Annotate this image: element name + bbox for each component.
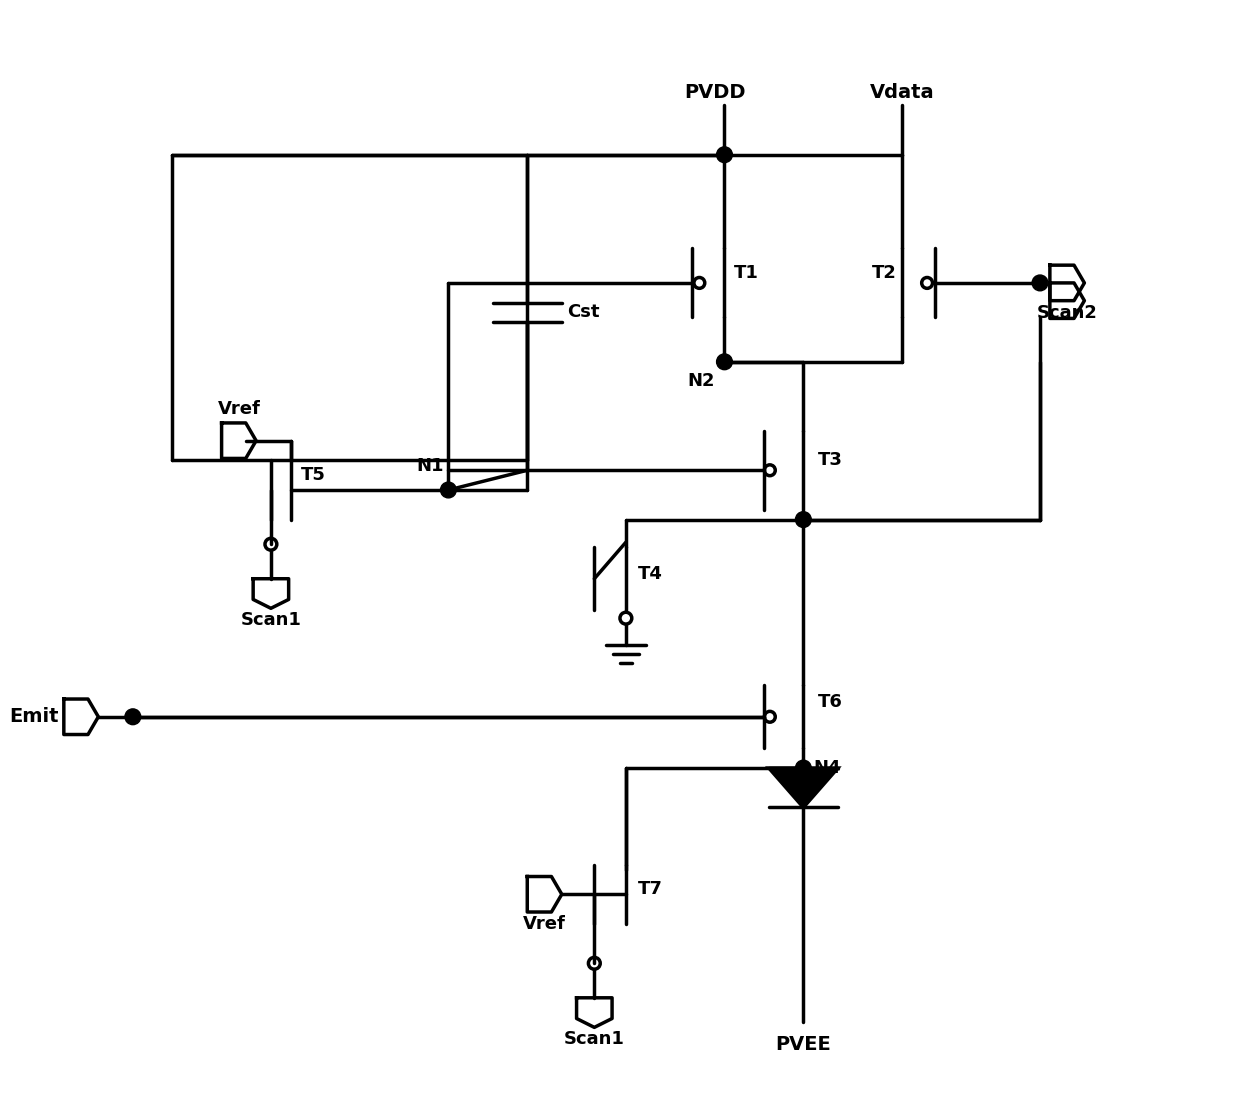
Circle shape <box>620 612 632 624</box>
Text: Scan1: Scan1 <box>241 611 301 629</box>
Text: Scan1: Scan1 <box>564 1031 625 1049</box>
Circle shape <box>265 538 277 551</box>
Circle shape <box>589 958 600 969</box>
Circle shape <box>125 708 141 725</box>
Text: PVEE: PVEE <box>775 1035 831 1054</box>
Circle shape <box>796 511 811 527</box>
Circle shape <box>921 278 932 289</box>
Text: Vdata: Vdata <box>869 84 934 103</box>
Text: T7: T7 <box>637 881 662 899</box>
Circle shape <box>717 354 733 369</box>
Text: T3: T3 <box>818 451 843 469</box>
Text: T6: T6 <box>818 693 843 711</box>
Circle shape <box>764 464 775 476</box>
Text: T5: T5 <box>300 467 325 485</box>
Text: Emit: Emit <box>10 707 58 726</box>
Circle shape <box>1032 275 1048 291</box>
Text: Vref: Vref <box>523 915 565 933</box>
Circle shape <box>796 760 811 775</box>
Circle shape <box>440 482 456 498</box>
Circle shape <box>694 278 704 289</box>
Text: N2: N2 <box>687 372 714 389</box>
Circle shape <box>764 712 775 722</box>
Text: N1: N1 <box>415 458 444 476</box>
Text: T4: T4 <box>637 565 662 583</box>
Circle shape <box>717 147 733 162</box>
Text: N4: N4 <box>813 759 841 777</box>
Polygon shape <box>769 768 838 808</box>
Text: Cst: Cst <box>567 303 599 321</box>
Text: PVDD: PVDD <box>684 84 745 103</box>
Text: T2: T2 <box>872 264 897 282</box>
Text: Scan2: Scan2 <box>1037 303 1097 321</box>
Text: Vref: Vref <box>217 399 260 419</box>
Text: T1: T1 <box>734 264 759 282</box>
